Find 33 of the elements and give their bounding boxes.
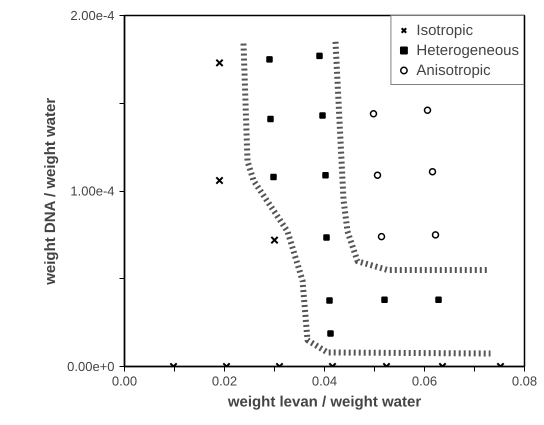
point bbox=[319, 112, 326, 119]
point bbox=[424, 106, 432, 114]
point bbox=[270, 236, 279, 244]
y-axis-title: weight DNA / weight water bbox=[42, 98, 60, 286]
x-tick-label: 0.06 bbox=[412, 374, 438, 388]
legend-label: Anisotropic bbox=[416, 61, 491, 79]
point bbox=[381, 296, 388, 304]
point bbox=[215, 58, 224, 68]
y-tick-label: 1.00e-4 bbox=[70, 184, 115, 198]
x-tick-label: 0.02 bbox=[212, 374, 238, 388]
point bbox=[370, 110, 378, 118]
y-tick-label: 0.00e+0 bbox=[67, 359, 115, 374]
x-axis-title: weight levan / weight water bbox=[226, 394, 422, 410]
point bbox=[432, 231, 440, 239]
y-tick-label: 2.00e-4 bbox=[70, 8, 115, 23]
point bbox=[266, 56, 273, 63]
point bbox=[270, 174, 277, 180]
point bbox=[374, 171, 382, 179]
point bbox=[326, 297, 333, 304]
point bbox=[323, 234, 330, 241]
legend-label: Heterogeneous bbox=[416, 41, 519, 59]
point bbox=[327, 330, 334, 337]
x-tick-label: 0.04 bbox=[312, 374, 338, 388]
x-tick-label: 0.00 bbox=[112, 374, 138, 388]
point bbox=[316, 52, 323, 60]
x-tick-label: 0.08 bbox=[512, 374, 538, 388]
point bbox=[267, 116, 274, 122]
point bbox=[322, 172, 329, 178]
point bbox=[378, 232, 386, 240]
point bbox=[215, 176, 224, 185]
point bbox=[428, 168, 436, 176]
point bbox=[435, 296, 442, 304]
legend-label: Isotropic bbox=[416, 21, 474, 39]
